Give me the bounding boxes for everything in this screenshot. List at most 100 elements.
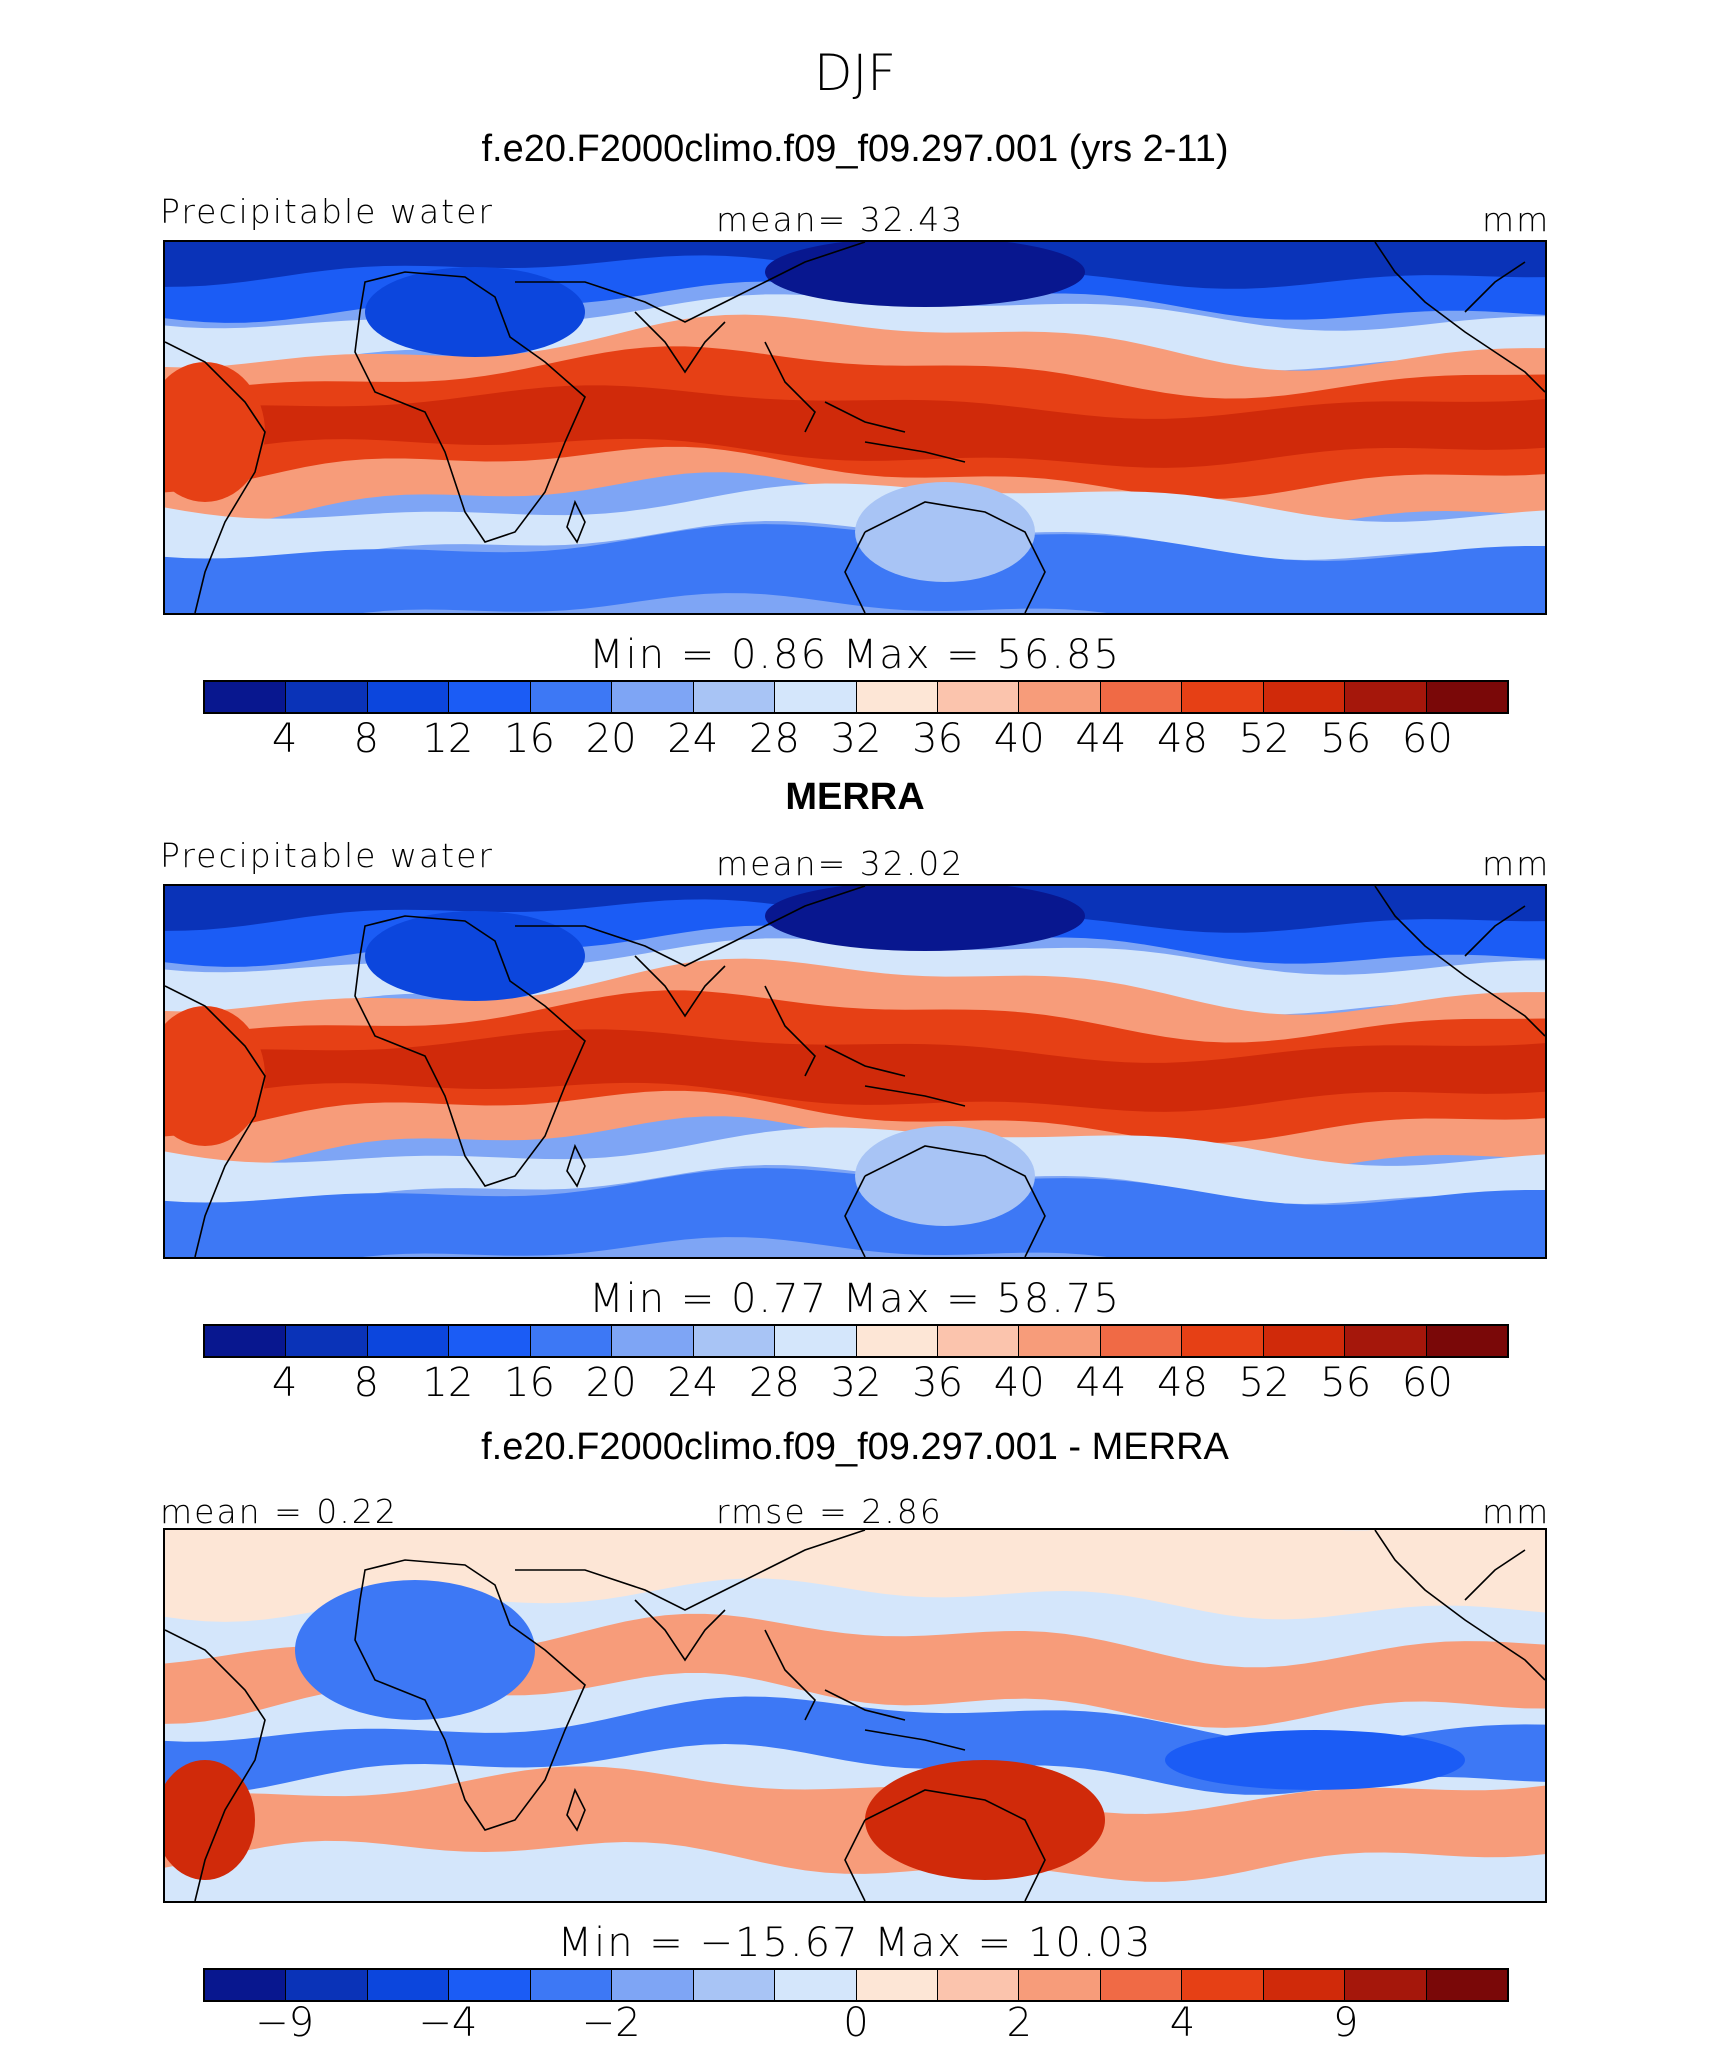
colorbar-box: [1182, 1970, 1264, 2000]
panel-3-title: f.e20.F2000climo.f09_f09.297.001 - MERRA: [481, 1426, 1229, 1468]
colorbar-tick-label: 48: [1157, 1360, 1208, 1406]
panel-2-mean-label: mean= 32.02: [716, 844, 965, 883]
field-band-south-dry: [165, 524, 1545, 613]
colorbar-box: [937, 1326, 1020, 1356]
colorbar-box: [205, 682, 287, 712]
colorbar-box: [1019, 682, 1101, 712]
colorbar-box: [1263, 1326, 1346, 1356]
colorbar-box: [612, 1326, 694, 1356]
colorbar-tick-label: 28: [748, 1360, 800, 1406]
colorbar-tick-label: 24: [667, 716, 719, 762]
colorbar-tick-label: 20: [585, 1360, 637, 1406]
colorbar-tick-label: 4: [1169, 2000, 1196, 2046]
australia-blob: [855, 482, 1035, 582]
colorbar-box: [205, 1970, 287, 2000]
colorbar-tick-label: 12: [422, 716, 474, 762]
colorbar-tick-label: 36: [912, 716, 964, 762]
colorbar-tick-label: 44: [1075, 716, 1127, 762]
colorbar-tick-label: 4: [271, 1360, 298, 1406]
africa-negative-blob: [295, 1580, 535, 1720]
colorbar-box: [449, 1326, 531, 1356]
colorbar-box: [449, 682, 531, 712]
colorbar-box: [1100, 1326, 1183, 1356]
colorbar-box: [1345, 682, 1427, 712]
panel-1-colorbar-ticks: 4 8 12 16 20 24 28 32 36 40 44 48 52 56 60: [203, 716, 1509, 762]
colorbar-tick-label: 52: [1238, 716, 1290, 762]
field-band-warm-pool: [165, 1029, 1545, 1112]
panel-3-map: [163, 1528, 1547, 1903]
colorbar-box: [530, 682, 613, 712]
asia-dry-blob: [765, 242, 1085, 307]
colorbar-box: [530, 1326, 613, 1356]
panel-1-map: [163, 240, 1547, 615]
colorbar-tick-label: 40: [993, 716, 1045, 762]
colorbar-box: [205, 1326, 287, 1356]
colorbar-tick-label: 2: [1006, 2000, 1032, 2046]
panel-2-colorbar-ticks: 4 8 12 16 20 24 28 32 36 40 44 48 52 56 60: [203, 1360, 1509, 1406]
colorbar-box: [286, 682, 368, 712]
colorbar-box: [1019, 1326, 1101, 1356]
colorbar-box: [1426, 682, 1507, 712]
diff-band-north: [165, 1530, 1545, 1622]
panel-1-title: f.e20.F2000climo.f09_f09.297.001 (yrs 2-…: [481, 128, 1229, 170]
colorbar-tick-label: 16: [504, 1360, 555, 1406]
colorbar-tick-label: 0: [843, 2000, 869, 2046]
colorbar-box: [1345, 1970, 1427, 2000]
colorbar-tick-label: 48: [1157, 716, 1208, 762]
colorbar-tick-label: 32: [830, 1360, 882, 1406]
colorbar-box: [693, 682, 776, 712]
colorbar-box: [937, 682, 1020, 712]
colorbar-tick-label: 4: [271, 716, 298, 762]
colorbar-tick-label: 16: [504, 716, 555, 762]
colorbar-box: [612, 1970, 694, 2000]
colorbar-box: [449, 1970, 531, 2000]
panel-1-variable-label: Precipitable water: [160, 192, 494, 231]
colorbar-box: [856, 682, 938, 712]
colorbar-box: [775, 1970, 857, 2000]
colorbar-tick-label: −9: [255, 2000, 315, 2046]
australia-blob: [855, 1126, 1035, 1226]
field-band-subtropical-south: [165, 1127, 1545, 1208]
panel-3-min-max: Min = −15.67 Max = 10.03: [557, 1920, 1153, 1966]
panel-2-units-label: mm: [1482, 844, 1551, 883]
colorbar-box: [693, 1326, 776, 1356]
panel-2-title: MERRA: [785, 776, 925, 818]
colorbar-box: [1182, 1326, 1264, 1356]
colorbar-box: [1263, 1970, 1346, 2000]
panel-1-min-max: Min = 0.86 Max = 56.85: [589, 632, 1121, 678]
colorbar-tick-label: 40: [993, 1360, 1045, 1406]
panel-2-map: [163, 884, 1547, 1259]
colorbar-box: [856, 1970, 938, 2000]
colorbar-box: [367, 682, 450, 712]
field-band-subtropical-south: [165, 483, 1545, 564]
panel-1-colorbar: [203, 680, 1509, 714]
figure-title: DJF: [813, 44, 896, 102]
sahara-dry-blob: [365, 267, 585, 357]
colorbar-tick-label: 28: [748, 716, 800, 762]
colorbar-box: [286, 1326, 368, 1356]
colorbar-box: [367, 1970, 450, 2000]
colorbar-tick-label: 52: [1238, 1360, 1290, 1406]
colorbar-tick-label: 56: [1320, 1360, 1372, 1406]
panel-2-variable-label: Precipitable water: [160, 836, 494, 875]
colorbar-box: [1426, 1326, 1507, 1356]
colorbar-box: [1182, 682, 1264, 712]
colorbar-tick-label: −2: [581, 2000, 641, 2046]
colorbar-tick-label: 9: [1333, 2000, 1359, 2046]
colorbar-tick-label: 8: [353, 1360, 379, 1406]
colorbar-tick-label: 12: [422, 1360, 474, 1406]
sahara-dry-blob: [365, 911, 585, 1001]
colorbar-box: [1426, 1970, 1507, 2000]
asia-dry-blob: [765, 886, 1085, 951]
colorbar-box: [775, 1326, 857, 1356]
panel-3-units-label: mm: [1482, 1492, 1551, 1531]
panel-3-colorbar-ticks: −9 −4 −2 0 2 4 9: [203, 2000, 1509, 2046]
colorbar-box: [693, 1970, 776, 2000]
colorbar-box: [856, 1326, 938, 1356]
colorbar-box: [530, 1970, 613, 2000]
colorbar-tick-label: −4: [418, 2000, 478, 2046]
colorbar-box: [1345, 1326, 1427, 1356]
colorbar-tick-label: 44: [1075, 1360, 1127, 1406]
coastlines: [165, 886, 1545, 1257]
coastlines: [165, 242, 1545, 613]
